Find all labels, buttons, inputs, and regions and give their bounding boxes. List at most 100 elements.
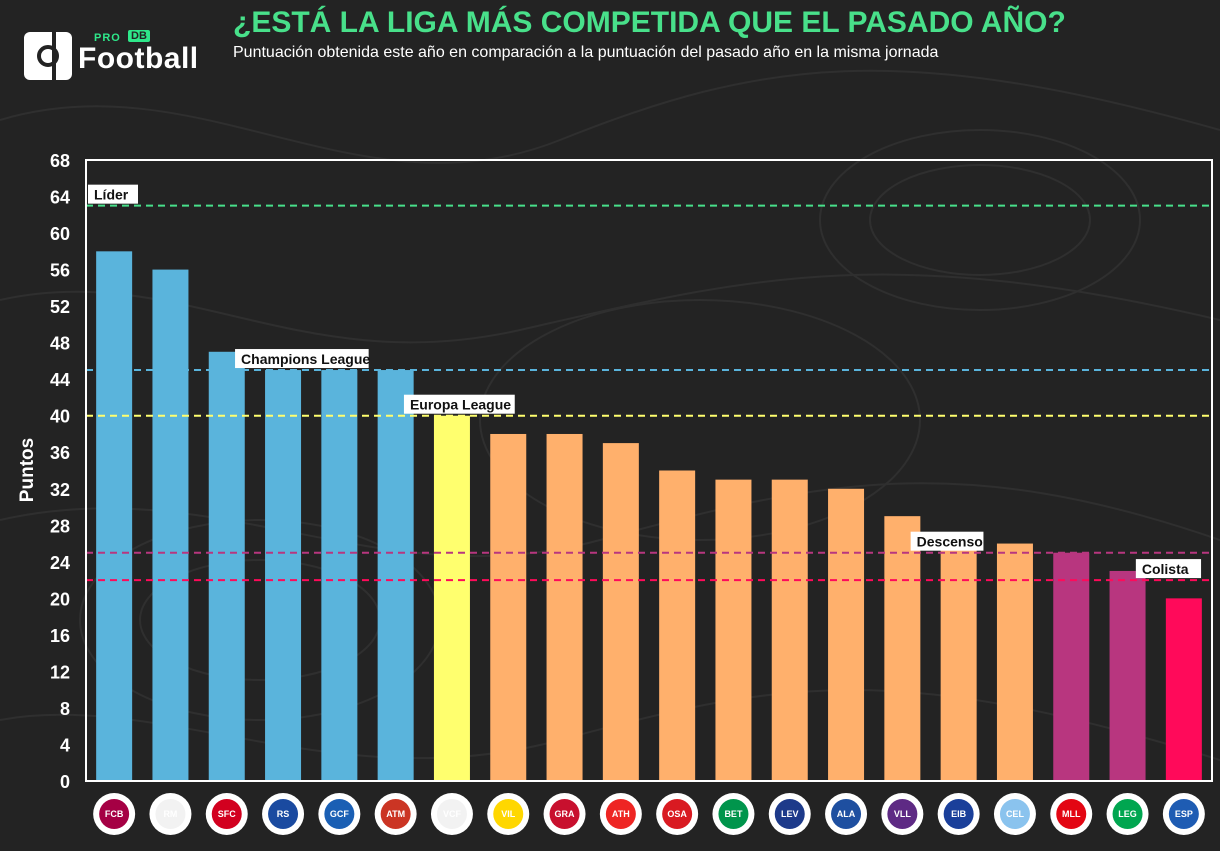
team-crest-initials: RM: [163, 809, 177, 819]
y-tick-label: 64: [50, 188, 70, 208]
y-tick-label: 20: [50, 589, 70, 609]
reference-label: Europa League: [410, 397, 511, 413]
reference-label-box: [403, 394, 515, 414]
team-crest-initials: OSA: [667, 809, 687, 819]
y-tick-label: 4: [60, 735, 70, 755]
y-tick-label: 48: [50, 334, 70, 354]
bar-7: [490, 433, 527, 781]
team-crest-initials: CEL: [1006, 809, 1025, 819]
team-crest-icon: EIBEibar: [937, 793, 980, 835]
team-crest-initials: RS: [277, 809, 290, 819]
team-crest-icon: FCBBarcelona: [93, 793, 136, 835]
team-crest-icon: VILVillarreal: [487, 793, 530, 835]
y-tick-label: 0: [60, 772, 70, 792]
y-tick-label: 52: [50, 297, 70, 317]
team-crest-icon: VLLReal Valladolid: [881, 793, 924, 835]
y-tick-label: 56: [50, 261, 70, 281]
reference-label: Descenso: [917, 534, 983, 550]
team-crest-initials: GCF: [330, 809, 350, 819]
reference-label: Champions League: [241, 351, 370, 367]
bar-18: [1109, 570, 1146, 781]
y-tick-label: 8: [60, 699, 70, 719]
team-crest-initials: SFC: [218, 809, 237, 819]
team-crest-initials: BET: [724, 809, 743, 819]
bar-14: [884, 516, 921, 781]
team-crest-icon: ATHAthletic Club: [599, 793, 642, 835]
reference-label-box: [88, 184, 138, 204]
team-crest-initials: ATM: [386, 809, 405, 819]
team-crest-icon: RMReal Madrid: [149, 793, 192, 835]
bar-16: [996, 543, 1033, 781]
logo-db-text: DB: [128, 30, 150, 42]
bar-15: [940, 543, 977, 781]
bars: [96, 251, 1202, 781]
team-crest-initials: GRA: [555, 809, 576, 819]
bar-2: [208, 351, 245, 781]
team-crest-initials: VCF: [443, 809, 462, 819]
reference-lines: Líder Champions League Europa League Descen…: [86, 184, 1212, 582]
logo-pro-text: PRO: [94, 32, 121, 44]
y-tick-label: 44: [50, 370, 70, 390]
bar-8: [546, 433, 583, 781]
team-crest-icon: GCFGetafe: [318, 793, 361, 835]
bar-10: [659, 470, 696, 781]
bar-19: [1165, 598, 1202, 781]
chart-subtitle: Puntuación obtenida este año en comparac…: [233, 44, 939, 61]
bar-5: [377, 370, 414, 781]
team-crest-icon: GRAGranada: [543, 793, 586, 835]
logo-pitch-icon: [24, 32, 72, 80]
team-crest-icon: ALAAlavés: [825, 793, 868, 835]
bar-4: [321, 370, 358, 781]
reference-label: Colista: [1142, 561, 1189, 577]
y-tick-label: 32: [50, 480, 70, 500]
team-crest-initials: FCB: [105, 809, 124, 819]
team-crest-icon: SFCSevilla: [205, 793, 248, 835]
team-crest-icon: LEVLevante: [768, 793, 811, 835]
reference-label-box: [1135, 559, 1202, 579]
bar-1: [152, 269, 189, 781]
reference-label: Líder: [94, 187, 129, 203]
team-crest-initials: LEG: [1118, 809, 1137, 819]
bar-0: [96, 251, 133, 781]
y-tick-label: 36: [50, 443, 70, 463]
team-crest-icon: ATMAtlético de Madrid: [374, 793, 417, 835]
y-tick-label: 12: [50, 662, 70, 682]
y-axis-label: Puntos: [17, 438, 38, 502]
bar-17: [1053, 552, 1090, 781]
team-crest-initials: ATH: [612, 809, 630, 819]
team-crest-initials: MLL: [1062, 809, 1081, 819]
team-crest-icon: VCFValencia: [430, 793, 473, 835]
bar-6: [433, 415, 470, 781]
team-crests: FCBBarcelona RMReal Madrid SFCSevilla RSRea…: [93, 793, 1205, 835]
team-crest-icon: OSAOsasuna: [656, 793, 699, 835]
team-crest-icon: CELCelta de Vigo: [993, 793, 1036, 835]
reference-label-box: [910, 531, 984, 551]
team-crest-initials: LEV: [781, 809, 799, 819]
y-tick-label: 24: [50, 553, 70, 573]
team-crest-initials: VLL: [894, 809, 912, 819]
logo-football-text: Football: [78, 42, 199, 75]
team-crest-initials: ALA: [837, 809, 856, 819]
bar-12: [771, 479, 808, 781]
y-tick-label: 28: [50, 516, 70, 536]
y-tick-label: 68: [50, 151, 70, 171]
profootballdb-logo: PRO DB Football: [24, 28, 204, 84]
team-crest-initials: VIL: [501, 809, 516, 819]
plot-frame: [85, 159, 1213, 782]
team-crest-icon: RSReal Sociedad: [262, 793, 305, 835]
reference-label-box: [235, 349, 369, 369]
team-crest-initials: EIB: [951, 809, 967, 819]
bar-11: [715, 479, 752, 781]
team-crest-icon: LEGLeganés: [1106, 793, 1149, 835]
y-tick-label: 16: [50, 626, 70, 646]
bar-13: [828, 488, 865, 781]
chart-title: ¿ESTÁ LA LIGA MÁS COMPETIDA QUE EL PASAD…: [233, 6, 1066, 39]
team-crest-initials: ESP: [1175, 809, 1193, 819]
y-tick-label: 60: [50, 224, 70, 244]
team-crest-icon: BETReal Betis: [712, 793, 755, 835]
team-crest-icon: MLLMallorca: [1050, 793, 1093, 835]
bar-9: [602, 443, 639, 781]
y-tick-label: 40: [50, 407, 70, 427]
